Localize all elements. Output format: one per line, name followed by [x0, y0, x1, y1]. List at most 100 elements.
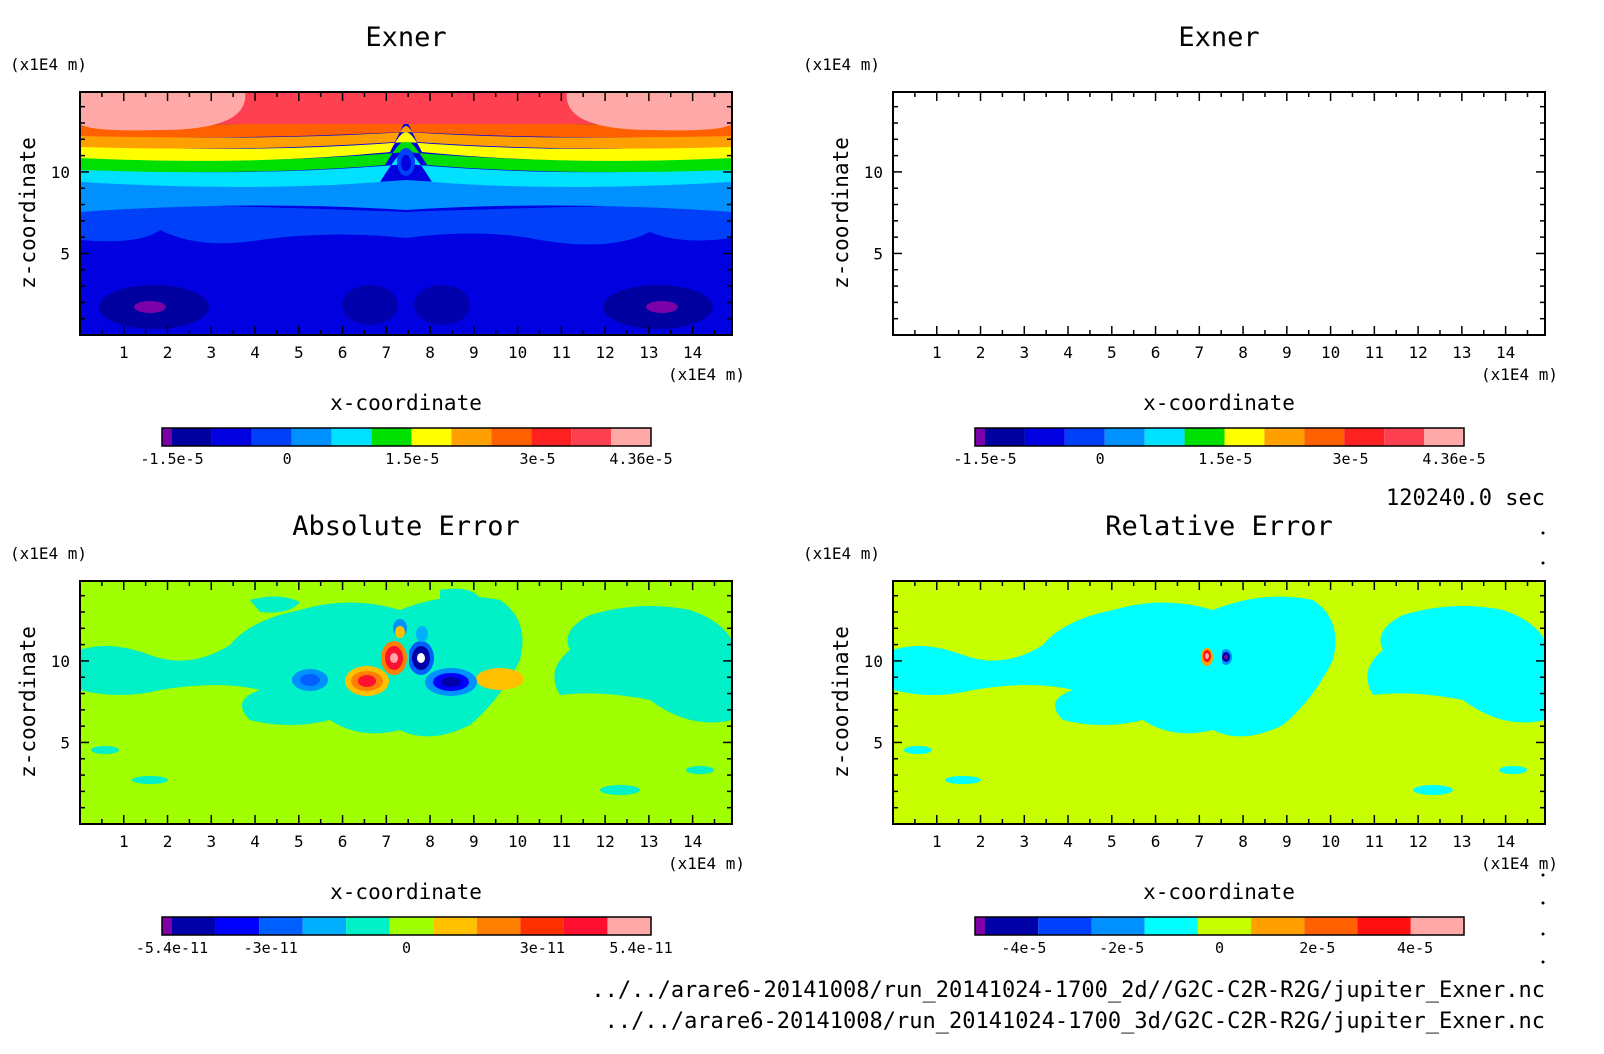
colorbar-swatch: [1384, 428, 1425, 446]
x-tick-label: 5: [1107, 343, 1117, 362]
x-tick-label: 1: [119, 832, 129, 851]
x-tick-label: 3: [206, 343, 216, 362]
x-tick-label: 10: [1321, 343, 1340, 362]
colorbar-swatch: [563, 917, 608, 935]
x-tick-label: 11: [552, 832, 571, 851]
colorbar-swatch: [531, 428, 572, 446]
x-tick-label: 4: [250, 343, 260, 362]
x-tick-label: 14: [683, 343, 702, 362]
colorbar-label: 5.4e-11: [609, 939, 672, 957]
colorbar-swatch: [251, 428, 292, 446]
colorbar-label: 1.5e-5: [1198, 450, 1252, 468]
chart-title: Exner: [1178, 22, 1259, 53]
colorbar-swatch: [291, 428, 332, 446]
x-tick-label: 5: [294, 832, 304, 851]
colorbar: -1.5e-5 0 1.5e-5 3e-5 4.36e-5: [953, 427, 1486, 468]
colorbar-swatch: [1197, 917, 1252, 935]
colorbar-swatch: [346, 917, 390, 935]
colorbar-swatch: [371, 428, 412, 446]
x-axis-label: x-coordinate: [330, 880, 482, 904]
x-unit-label: (x1E4 m): [1481, 854, 1558, 873]
colorbar-swatch: [975, 917, 985, 935]
colorbar-swatch: [259, 917, 303, 935]
panel-relative-error: Relative Error (x1E4 m) 1 2 3 4 5 6 7 8 9 10 11 12 1…: [803, 511, 1558, 957]
x-tick-label: 2: [976, 343, 986, 362]
plot-frame: [892, 91, 1546, 336]
colorbar: -5.4e-11 -3e-11 0 3e-11 5.4e-11: [136, 916, 673, 957]
colorbar-swatch: [451, 428, 492, 446]
colorbar-label: 4.36e-5: [1422, 450, 1485, 468]
decorative-dots: [1541, 531, 1545, 964]
y-tick-label: 10: [864, 163, 883, 182]
contour-field: [80, 92, 732, 335]
x-tick-label: 11: [552, 343, 571, 362]
colorbar-swatch: [331, 428, 372, 446]
colorbar-swatch: [985, 428, 1025, 446]
colorbar-label: -3e-11: [244, 939, 298, 957]
x-tick-label: 13: [639, 832, 658, 851]
x-tick-label: 8: [1238, 832, 1248, 851]
x-tick-label: 2: [976, 832, 986, 851]
colorbar-swatch: [1104, 428, 1145, 446]
colorbar-label: 0: [1215, 939, 1224, 957]
chart-title: Exner: [365, 22, 446, 53]
colorbar-swatch: [571, 428, 612, 446]
colorbar-swatch: [1344, 428, 1385, 446]
x-tick-label: 4: [1063, 343, 1073, 362]
y-axis-label: z-coordinate: [16, 626, 40, 778]
y-tick-label: 10: [51, 163, 70, 182]
y-axis-label: z-coordinate: [829, 137, 853, 289]
x-tick-label: 13: [1452, 832, 1471, 851]
colorbar-swatch: [1304, 917, 1358, 935]
colorbar-swatch: [975, 428, 985, 446]
y-unit-label: (x1E4 m): [10, 544, 87, 563]
x-tick-label: 12: [1408, 832, 1427, 851]
x-axis-label: x-coordinate: [1143, 391, 1295, 415]
x-tick-label: 3: [206, 832, 216, 851]
colorbar-label: 2e-5: [1299, 939, 1335, 957]
colorbar-label: 0: [402, 939, 411, 957]
colorbar-swatch: [162, 917, 172, 935]
x-tick-label: 5: [294, 343, 304, 362]
colorbar-swatch: [476, 917, 521, 935]
x-tick-label: 11: [1365, 832, 1384, 851]
colorbar-swatch: [1304, 428, 1345, 446]
x-tick-label: 1: [932, 343, 942, 362]
colorbar-swatch: [520, 917, 564, 935]
colorbar-label: 4.36e-5: [609, 450, 672, 468]
x-tick-label: 4: [1063, 832, 1073, 851]
colorbar-label: -2e-5: [1099, 939, 1144, 957]
contour-field: [893, 92, 1545, 335]
colorbar-label: 1.5e-5: [385, 450, 439, 468]
colorbar-swatch: [1264, 428, 1305, 446]
x-tick-label: 6: [1151, 343, 1161, 362]
y-unit-label: (x1E4 m): [803, 544, 880, 563]
colorbar-swatch: [389, 917, 434, 935]
contour-field: [80, 581, 732, 824]
colorbar-swatch: [1091, 917, 1145, 935]
footer-path-2: ../../arare6-20141008/run_20141024-1700_…: [605, 1009, 1545, 1034]
chart-title: Absolute Error: [292, 511, 520, 542]
colorbar-swatch: [1064, 428, 1105, 446]
plot-frame: [79, 91, 733, 336]
plot-frame: [892, 580, 1546, 825]
y-tick-label: 10: [51, 652, 70, 671]
x-unit-label: (x1E4 m): [668, 854, 745, 873]
x-tick-label: 7: [381, 343, 391, 362]
colorbar-label: 0: [283, 450, 292, 468]
colorbar-swatch: [215, 917, 260, 935]
colorbar-label: -4e-5: [1001, 939, 1046, 957]
x-tick-label: 3: [1019, 343, 1029, 362]
x-tick-label: 7: [381, 832, 391, 851]
x-tick-label: 5: [1107, 832, 1117, 851]
colorbar-frame: [974, 427, 1465, 447]
colorbar-swatch: [1251, 917, 1305, 935]
x-unit-label: (x1E4 m): [668, 365, 745, 384]
colorbar-swatch: [162, 428, 172, 446]
colorbar-swatch: [411, 428, 452, 446]
